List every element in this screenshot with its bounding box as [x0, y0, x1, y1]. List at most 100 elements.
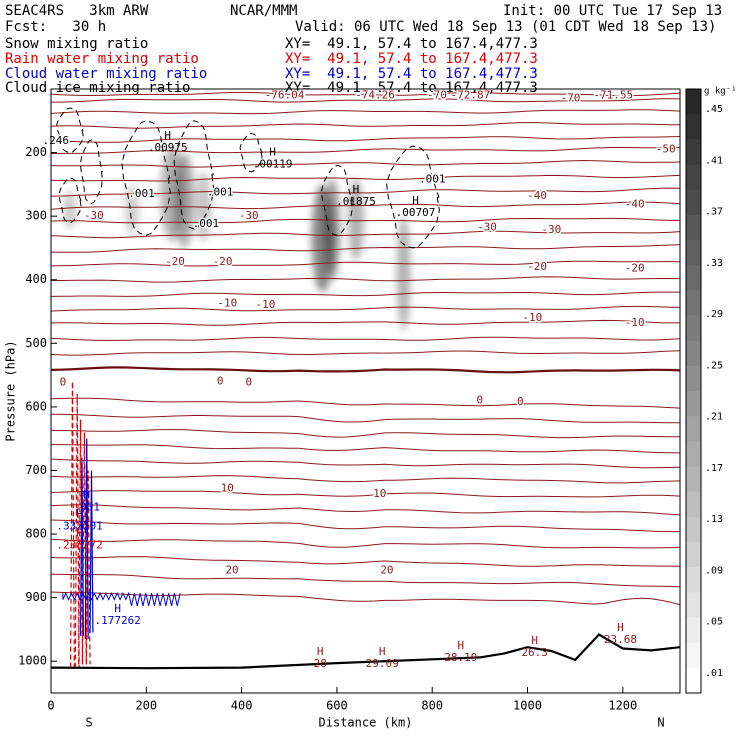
colorbar-tick-label: .05	[705, 617, 723, 628]
colorbar-cell	[686, 114, 701, 140]
snow-shading-layer	[63, 146, 411, 331]
terrain-line	[51, 633, 680, 670]
x-tick-label: 0	[47, 699, 54, 713]
snow-max-label: .00707	[396, 206, 436, 219]
colorbar-tick-label: .17	[705, 463, 723, 474]
contour-labels: -76.04 -74.26 -72.87 -71.55 -70 -70 -50 -40 -40 -…	[41, 87, 677, 670]
surface-max-label: 29.09	[366, 657, 399, 670]
cloud-water-contour	[89, 470, 94, 633]
colorbar-tick-label: .45	[705, 104, 723, 115]
isotherm-label: -30	[84, 209, 104, 222]
init-time: Init: 00 UTC Tue 17 Sep 13	[503, 3, 723, 19]
surface-max-label: 28.19	[444, 651, 477, 664]
isotherm-label: 10	[373, 487, 386, 500]
cloud-water-contour	[79, 457, 85, 636]
surface-max-label: 23.68	[604, 633, 637, 646]
isotherm-line	[51, 98, 680, 103]
snow-max-marker: H	[353, 183, 360, 196]
colorbar-tick-label: .01	[705, 668, 723, 679]
colorbar-tick-label: .29	[705, 309, 723, 320]
field-xy-rain: XY= 49.1, 57.4 to 167.4,477.3	[285, 51, 538, 67]
ice-contour-label: .001	[419, 172, 446, 185]
x-tick-label: 1000	[513, 699, 542, 713]
field-label-cloud-ice: Cloud ice mixing ratio	[5, 80, 191, 96]
y-tick-label: 400	[25, 272, 47, 286]
y-tick-label: 200	[25, 145, 47, 159]
snow-column	[324, 178, 341, 280]
cloud-water-max-marker: H	[76, 507, 83, 520]
field-label-snow: Snow mixing ratio	[5, 36, 149, 52]
colorbar-cell	[686, 265, 701, 291]
colorbar-cell	[686, 315, 701, 342]
isotherm-line	[51, 174, 680, 182]
colorbar: .01 .05 .09 .13 .17 .21 .25 .29 .33 .37 .41 .45 g kg…	[685, 87, 737, 694]
colorbar-cell	[686, 617, 701, 644]
snow-column	[63, 190, 78, 229]
field-label-rain: Rain water mixing ratio	[5, 51, 199, 67]
cloud-water-max-label: .001	[73, 500, 100, 513]
colorbar-cell	[686, 164, 701, 191]
isotherm-label: -20	[213, 255, 233, 268]
isotherm-line	[51, 350, 680, 356]
colorbar-tick-label: .25	[705, 360, 723, 371]
rain-contour	[69, 381, 75, 668]
isotherm-line	[51, 591, 680, 606]
surface-max-label: 26.3	[521, 646, 548, 659]
forecast-hour: Fcst: 30 h	[5, 19, 107, 35]
field-xy-cloud-ice: XY= 49.1, 57.4 to 167.4,477.3	[285, 80, 538, 96]
isotherm-line	[51, 397, 680, 409]
ice-contour	[121, 120, 171, 236]
colorbar-cell	[686, 340, 701, 367]
x-tick-label: 200	[135, 699, 157, 713]
y-axis-label: Pressure (hPa)	[4, 340, 18, 441]
snow-column	[396, 216, 411, 331]
cloud-water-contour	[84, 438, 89, 639]
isotherm-label: -10	[255, 298, 275, 311]
isotherm-line	[51, 319, 680, 326]
isotherm-label: 0	[477, 394, 484, 407]
snow-column	[174, 152, 195, 248]
colorbar-tick-label: .41	[705, 155, 723, 166]
colorbar-cell	[686, 139, 701, 165]
colorbar-tick-label: .13	[705, 514, 723, 525]
isotherm-label: -71.55	[593, 88, 633, 101]
colorbar-cell	[686, 592, 701, 618]
isotherm-line	[51, 147, 680, 155]
rain-contour	[85, 470, 91, 665]
isotherm-line	[51, 230, 680, 239]
snow-max-marker: H	[412, 194, 419, 207]
surface-max-marker: H	[617, 621, 624, 634]
south-end-label: S	[86, 716, 93, 730]
rain-contour	[74, 394, 80, 668]
north-end-label: N	[657, 716, 664, 730]
cloud-water-contours	[62, 438, 181, 639]
isotherm-label: 0	[217, 374, 224, 387]
isotherm-line	[51, 260, 680, 267]
isotherm-line	[51, 109, 680, 115]
cloud-water-contour	[62, 591, 181, 607]
isotherm-line	[51, 336, 680, 341]
isotherm-line	[51, 122, 680, 129]
colorbar-cell	[686, 542, 701, 568]
isotherm-line	[51, 244, 680, 253]
isotherm-label: 20	[380, 563, 393, 576]
isotherm-label: 10	[221, 481, 234, 494]
terrain-surface	[51, 633, 680, 670]
ice-contour-label: .246	[43, 134, 70, 147]
cloud-ice-contours	[56, 107, 440, 249]
isotherm-line	[51, 458, 680, 469]
colorbar-cell	[686, 667, 701, 694]
isotherm-label: -30	[541, 223, 561, 236]
isotherm-line	[51, 291, 680, 297]
isotherm-label: -72.87	[450, 88, 490, 101]
isotherm-label: -10	[522, 311, 542, 324]
isotherm-line	[51, 187, 680, 197]
surface-max-label: 28	[314, 657, 327, 670]
ice-contour	[79, 139, 103, 204]
isotherm-line	[51, 538, 680, 549]
isotherm-label: 0	[245, 376, 252, 389]
colorbar-tick-label: .33	[705, 258, 723, 269]
isotherm-line	[51, 504, 680, 516]
isotherm-label: -70	[560, 92, 580, 105]
isotherm-line	[51, 490, 680, 498]
